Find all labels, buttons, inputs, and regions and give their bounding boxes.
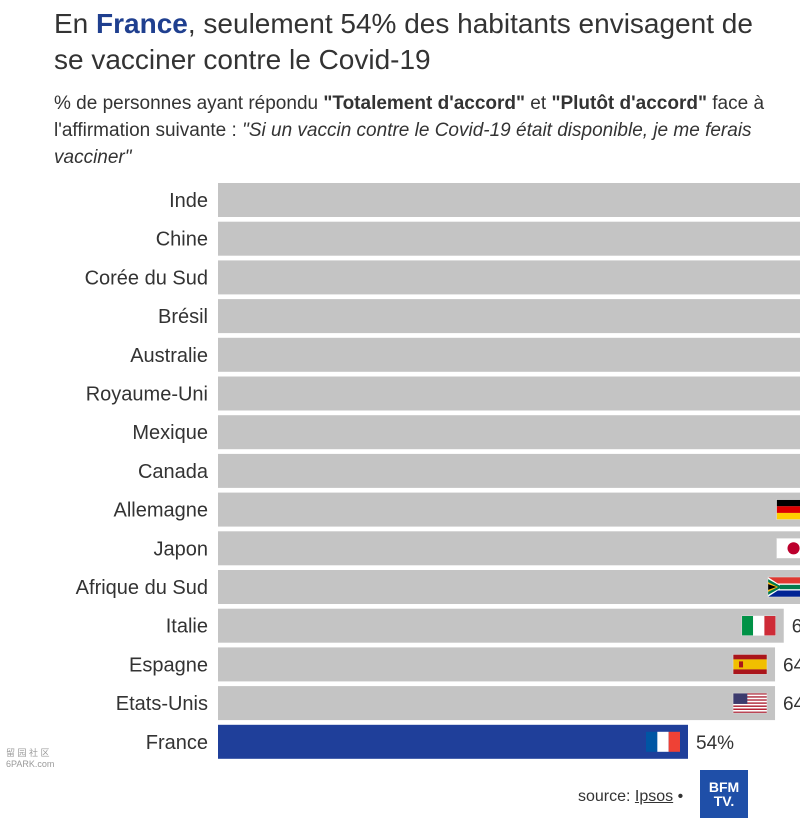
category-label-france: France [146, 732, 208, 754]
category-label-australie: Australie [130, 345, 208, 367]
italy-flag-icon [741, 615, 777, 637]
bar-mexique [218, 415, 800, 450]
bar-bresil [218, 299, 800, 334]
watermark: 留 园 社 区 6PARK.com [6, 748, 55, 769]
bar-chart: Inde87%Chine85%Corée du Sud83%Brésil81%A… [76, 183, 800, 759]
bar-royaume-uni [218, 376, 800, 411]
category-label-canada: Canada [138, 461, 209, 483]
south-africa-flag-icon [767, 576, 800, 598]
chart-title: En France, seulement 54% des habitants e… [54, 8, 753, 75]
bar-canada [218, 453, 800, 488]
value-label-france: 54% [696, 733, 734, 754]
category-label-royaume-uni: Royaume-Uni [86, 384, 208, 406]
germany-flag-icon [776, 499, 800, 520]
value-label-espagne: 64% [783, 655, 800, 676]
category-label-allemagne: Allemagne [113, 500, 208, 522]
bar-australie [218, 337, 800, 372]
value-label-italie: 65% [792, 617, 800, 638]
bar-allemagne [218, 492, 800, 527]
title-highlight: France [96, 8, 188, 39]
bar-italie [218, 608, 784, 643]
category-label-afrique-du-sud: Afrique du Sud [76, 577, 208, 599]
source-note: source: Ipsos • [578, 788, 684, 805]
bar-afrique-du-sud [218, 570, 800, 604]
category-label-inde: Inde [169, 190, 208, 212]
bar-chine [218, 221, 800, 256]
france-flag-icon [646, 731, 680, 752]
chart-subtitle: % de personnes ayant répondu "Totalement… [54, 93, 765, 168]
bar-japon [218, 531, 800, 566]
category-label-bresil: Brésil [158, 306, 208, 328]
bar-espagne [218, 647, 776, 682]
category-label-etats-unis: Etats-Unis [116, 693, 208, 715]
japan-flag-icon [776, 537, 800, 559]
bfmtv-logo: BFM TV. [700, 770, 748, 818]
category-label-chine: Chine [156, 229, 208, 251]
usa-flag-icon [732, 692, 768, 714]
bar-coree-du-sud [218, 260, 800, 295]
category-label-japon: Japon [154, 538, 209, 560]
spain-flag-icon [732, 654, 768, 675]
value-label-etats-unis: 64% [783, 694, 800, 715]
source-link[interactable]: Ipsos [634, 788, 674, 805]
bar-inde [218, 183, 800, 217]
category-label-coree-du-sud: Corée du Sud [85, 267, 208, 289]
category-label-italie: Italie [166, 616, 208, 638]
category-label-espagne: Espagne [129, 654, 208, 676]
bar-france [218, 724, 688, 759]
category-label-mexique: Mexique [132, 422, 208, 444]
bar-etats-unis [218, 686, 776, 721]
